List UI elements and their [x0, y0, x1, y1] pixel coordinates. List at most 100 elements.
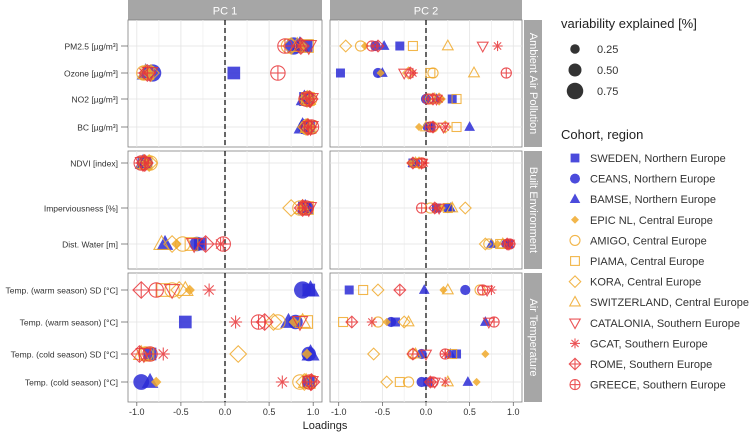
data-point-pc-2-bamse [418, 284, 430, 294]
data-point-pc-1-catalonia [300, 202, 318, 218]
size-legend-key [568, 63, 582, 77]
y-tick-label: Dist. Water [m] [62, 240, 118, 250]
y-tick-label: Temp. (cold season) SD [°C] [11, 350, 118, 360]
data-point-pc-1-catalonia [302, 376, 320, 392]
data-point-pc-2-greece [427, 376, 439, 388]
data-point-pc-1-greece [301, 374, 318, 390]
x-tick-label: -0.5 [375, 407, 391, 417]
legend-label-switzerland: SWITZERLAND, Central Europe [590, 297, 749, 309]
data-point-pc-2-greece [422, 93, 434, 105]
data-point-pc-1-kora [264, 312, 283, 332]
data-point-pc-2-gcat [492, 40, 503, 52]
data-point-pc-2-greece [504, 238, 516, 250]
data-point-pc-1-gcat [202, 283, 216, 297]
x-tick-label: 1.0 [307, 407, 320, 417]
data-point-pc-1-greece [303, 119, 320, 135]
y-tick-label: Temp. (warm season) SD [°C] [5, 286, 118, 296]
data-point-pc-1-catalonia [300, 40, 318, 56]
panel-pc-1-air-temperature [127, 272, 323, 403]
y-tick-label: NO2 [µg/m³] [72, 95, 118, 105]
data-point-pc-2-piama [407, 40, 418, 52]
data-point-pc-1-greece [148, 282, 164, 298]
data-point-pc-2-catalonia [397, 68, 411, 81]
data-point-pc-2-ceans [460, 284, 471, 296]
y-tick-label: NDVI [index] [70, 159, 118, 169]
y-tick-label: Imperviousness [%] [44, 204, 118, 214]
data-point-pc-1-switzerland [132, 344, 150, 360]
data-point-pc-1-switzerland [299, 89, 317, 105]
data-point-pc-2-bamse [378, 40, 390, 50]
legend-label-amigo: AMIGO, Central Europe [590, 235, 707, 247]
data-point-pc-2-switzerland [445, 200, 459, 213]
x-tick-label: -1.0 [129, 407, 145, 417]
data-point-pc-2-kora [438, 120, 452, 134]
data-point-pc-2-piama [425, 67, 436, 79]
legend-key-ceans [570, 173, 580, 184]
data-point-pc-2-greece [424, 121, 437, 133]
x-tick-label: 0.5 [463, 407, 476, 417]
group-label-ambient-air-pollution: Ambient Air Pollution [527, 33, 539, 135]
data-point-pc-2-kora [397, 315, 411, 329]
data-point-pc-2-catalonia [476, 41, 490, 54]
data-point-pc-2-greece [477, 284, 489, 296]
legend-key-greece [569, 379, 581, 391]
data-point-pc-2-greece [500, 67, 512, 79]
legend-key-sweden [570, 153, 580, 163]
data-point-pc-1-greece [142, 346, 158, 362]
group-strip-air-temperature [524, 273, 542, 402]
group-label-air-temperature: Air Temperature [527, 298, 539, 376]
legend-label-ceans: CEANS, Northern Europe [590, 174, 715, 186]
legend-key-rome [568, 357, 582, 371]
data-point-pc-1-catalonia [185, 238, 203, 254]
data-point-pc-1-sweden [227, 66, 241, 80]
x-tick-label: -0.5 [173, 407, 189, 417]
data-point-pc-2-piama [451, 121, 462, 133]
data-point-pc-1-rome [132, 280, 151, 300]
data-point-pc-1-greece [133, 155, 149, 171]
size-legend-label: 0.25 [597, 44, 618, 56]
data-point-pc-2-kora [371, 283, 385, 297]
x-tick-label: 0.0 [420, 407, 433, 417]
data-point-pc-1-kora [170, 280, 189, 300]
facet-label-pc-2: PC 2 [414, 6, 438, 18]
data-point-pc-2-amigo [354, 40, 367, 52]
data-point-pc-1-epic-nl [151, 376, 162, 388]
data-point-pc-1-greece [298, 200, 314, 216]
size-legend-label: 0.50 [597, 65, 618, 77]
data-point-pc-1-kora [163, 234, 182, 254]
data-point-pc-2-epic-nl [376, 68, 385, 78]
data-point-pc-1-gcat [156, 347, 170, 361]
facet-strip-pc-1 [128, 0, 322, 20]
data-point-pc-1-bamse [301, 280, 320, 297]
x-tick-label: -1.0 [331, 407, 347, 417]
data-point-pc-1-switzerland [153, 234, 171, 250]
data-point-pc-2-catalonia [419, 349, 433, 362]
data-point-pc-2-switzerland [441, 282, 455, 295]
legend-label-catalonia: CATALONIA, Southern Europe [590, 318, 740, 330]
group-strip-built-environment [524, 151, 542, 269]
data-point-pc-2-amigo [483, 238, 495, 250]
data-point-pc-2-piama [451, 93, 462, 105]
x-tick-label: 0.5 [263, 407, 276, 417]
legend-key-bamse [569, 193, 581, 203]
data-point-pc-2-bamse [464, 121, 475, 131]
legend-label-sweden: SWEDEN, Northern Europe [590, 153, 726, 165]
data-point-pc-2-amigo [427, 67, 439, 79]
data-point-pc-1-catalonia [163, 284, 181, 300]
x-tick-label: 0.0 [219, 407, 232, 417]
legend-key-epic-nl [571, 215, 579, 224]
data-point-pc-1-greece [215, 236, 231, 252]
data-point-pc-2-piama [442, 202, 453, 214]
x-tick-label: 1.0 [507, 407, 520, 417]
legend-key-catalonia [568, 318, 582, 330]
data-point-pc-2-epic-nl [472, 377, 481, 387]
data-point-pc-2-epic-nl [382, 317, 391, 327]
legend: variability explained [%] 0.25 0.50 0.75 Coh… [561, 16, 749, 392]
cohort-legend-title: Cohort, region [561, 127, 643, 142]
y-tick-label: Ozone [µg/m³] [64, 69, 118, 79]
data-point-pc-2-greece [439, 348, 451, 360]
data-point-pc-1-rome [138, 63, 157, 83]
data-point-pc-2-piama [358, 284, 369, 296]
legend-label-rome: ROME, Southern Europe [590, 359, 712, 371]
